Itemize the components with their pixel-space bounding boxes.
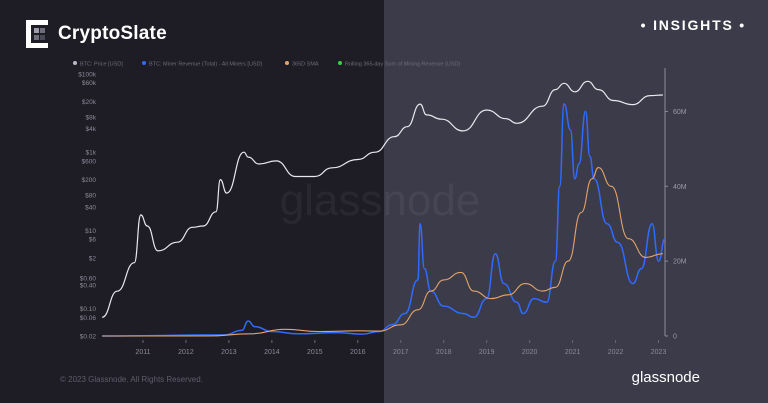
y-left-tick-label: $2 bbox=[89, 255, 97, 262]
glassnode-logo-text: glassnode bbox=[631, 369, 700, 386]
x-tick-label: 2021 bbox=[565, 349, 581, 356]
y-left-tick-label: $80 bbox=[85, 193, 96, 200]
y-left-tick-label: $100k bbox=[78, 72, 96, 79]
x-tick-label: 2019 bbox=[479, 349, 495, 356]
cryptoslate-logo-icon bbox=[26, 20, 48, 48]
x-tick-label: 2015 bbox=[307, 349, 323, 356]
y-left-tick-label: $0.60 bbox=[80, 276, 97, 283]
bullet-right-icon: • bbox=[739, 17, 746, 33]
y-left-tick-label: $0.02 bbox=[80, 334, 97, 341]
legend-swatch bbox=[338, 61, 342, 65]
brand-name: CryptoSlate bbox=[58, 23, 167, 44]
y-left-tick-label: $0.40 bbox=[80, 283, 97, 290]
x-tick-label: 2016 bbox=[350, 349, 366, 356]
x-tick-label: 2018 bbox=[436, 349, 452, 356]
x-tick-label: 2023 bbox=[651, 349, 667, 356]
legend-swatch bbox=[142, 61, 146, 65]
insights-label: INSIGHTS bbox=[653, 17, 734, 33]
y-left-tick-label: $200 bbox=[82, 177, 97, 184]
y-right-tick-label: 0 bbox=[673, 334, 677, 341]
bullet-left-icon: • bbox=[640, 17, 648, 33]
y-left-tick-label: $10 bbox=[85, 228, 96, 235]
y-left-tick-label: $20k bbox=[82, 99, 97, 106]
y-left-tick-label: $4k bbox=[86, 126, 97, 133]
y-left-tick-label: $6 bbox=[89, 237, 97, 244]
y-left-tick-label: $600 bbox=[82, 158, 97, 165]
watermark: glassnode bbox=[280, 176, 481, 225]
y-left-tick-label: $0.06 bbox=[80, 315, 97, 322]
y-left-tick-label: $0.10 bbox=[80, 306, 97, 313]
x-tick-label: 2022 bbox=[608, 349, 624, 356]
legend-label: 365D SMA bbox=[292, 62, 319, 68]
chart-legend: BTC: Price [USD] BTC: Miner Revenue (Tota… bbox=[73, 61, 460, 68]
x-tick-label: 2013 bbox=[221, 349, 237, 356]
x-tick-label: 2020 bbox=[522, 349, 538, 356]
miner-revenue-line bbox=[102, 103, 666, 337]
y-left-tick-label: $8k bbox=[86, 114, 97, 121]
sma-365d-line bbox=[102, 167, 663, 337]
x-tick-label: 2012 bbox=[178, 349, 194, 356]
legend-label: BTC: Price [USD] bbox=[80, 62, 123, 68]
chart-axes: 2011 2012 2013 2014 2015 2016 2017 2018 2019 2020… bbox=[78, 68, 687, 356]
legend-swatch bbox=[285, 61, 289, 65]
y-right-tick-label: 40M bbox=[673, 184, 687, 191]
price-line bbox=[101, 80, 663, 318]
legend-swatch bbox=[73, 61, 77, 65]
x-tick-label: 2011 bbox=[135, 349, 150, 356]
legend-label: BTC: Miner Revenue (Total) - All Miners … bbox=[149, 62, 263, 68]
background-light-panel bbox=[384, 0, 768, 403]
x-tick-label: 2017 bbox=[393, 349, 409, 356]
chart-series bbox=[101, 80, 666, 337]
y-left-tick-label: $1k bbox=[86, 150, 97, 157]
insights-badge: • INSIGHTS • bbox=[641, 17, 746, 33]
y-right-tick-label: 20M bbox=[673, 259, 687, 266]
legend-label: Rolling 365-day Sum of Mining Revenue (U… bbox=[345, 62, 460, 68]
y-left-tick-label: $60k bbox=[82, 80, 97, 87]
x-tick-label: 2014 bbox=[264, 349, 280, 356]
y-left-tick-label: $40 bbox=[85, 204, 96, 211]
copyright-notice: © 2023 Glassnode. All Rights Reserved. bbox=[60, 375, 203, 384]
y-right-tick-label: 60M bbox=[673, 109, 687, 116]
